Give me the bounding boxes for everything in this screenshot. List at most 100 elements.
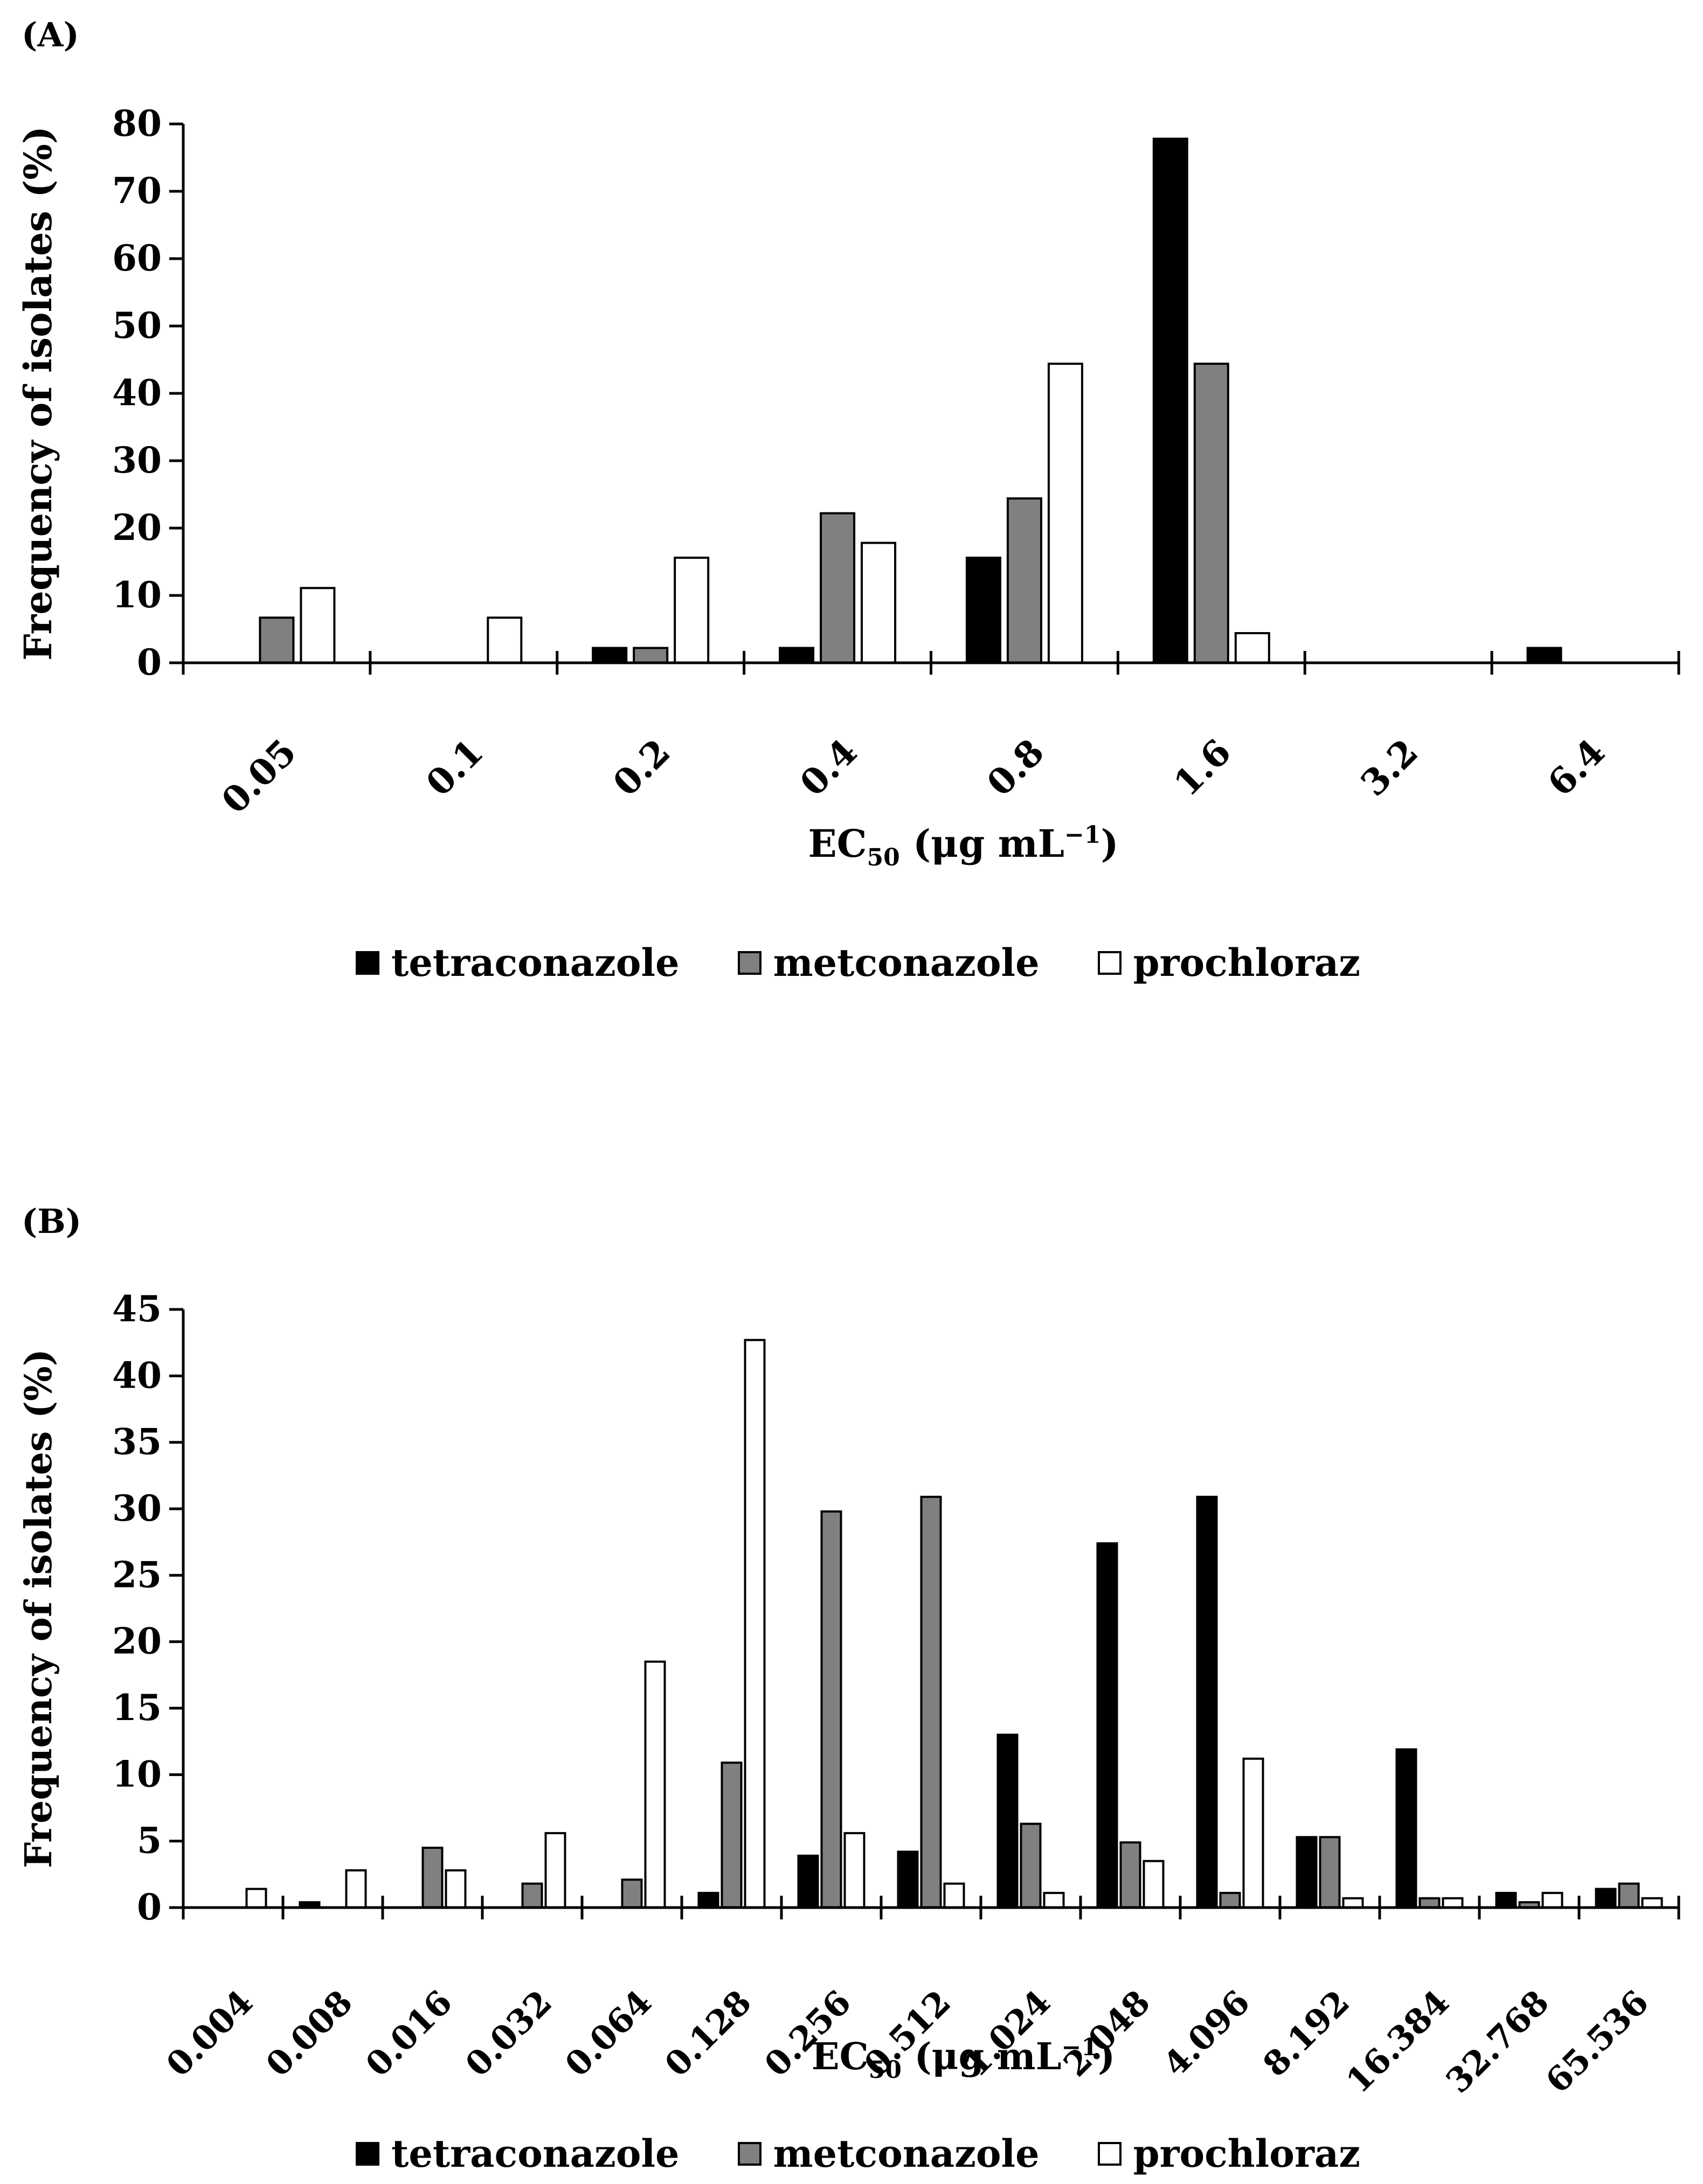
bar-tetraconazole-0.8 bbox=[965, 557, 1001, 664]
x-tick-label: 0.128 bbox=[657, 1982, 759, 2084]
bar-metconazole-1.024 bbox=[1020, 1822, 1042, 1909]
x-tick-label: 6.4 bbox=[1540, 731, 1613, 804]
legend-swatch-metconazole bbox=[737, 951, 761, 975]
y-tick-label: 40 bbox=[112, 1354, 162, 1396]
y-axis-title: Frequency of isolates (%) bbox=[17, 1349, 60, 1868]
legend-item-prochloraz: prochloraz bbox=[1097, 940, 1360, 985]
bar-metconazole-65.536 bbox=[1618, 1882, 1640, 1909]
bar-prochloraz-0.05 bbox=[300, 587, 336, 664]
legend-item-tetraconazole: tetraconazole bbox=[356, 940, 680, 985]
x-tick-label: 65.536 bbox=[1538, 1982, 1656, 2100]
bar-metconazole-8.192 bbox=[1319, 1836, 1341, 1909]
y-tick-label: 20 bbox=[112, 507, 162, 549]
bar-tetraconazole-1.024 bbox=[996, 1734, 1019, 1909]
bar-metconazole-0.8 bbox=[1006, 497, 1042, 664]
bar-tetraconazole-1.6 bbox=[1152, 137, 1188, 664]
x-tick-label: 0.2 bbox=[605, 731, 678, 804]
legend-label-metconazole: metconazole bbox=[773, 940, 1040, 985]
panel-a-label: (A) bbox=[22, 15, 79, 54]
bar-metconazole-0.4 bbox=[820, 512, 856, 664]
bar-prochloraz-0.004 bbox=[245, 1888, 267, 1909]
legend-swatch-tetraconazole bbox=[356, 951, 379, 975]
bar-metconazole-0.128 bbox=[721, 1762, 743, 1909]
legend-item-prochloraz: prochloraz bbox=[1097, 2131, 1360, 2176]
legend-label-tetraconazole: tetraconazole bbox=[391, 2131, 680, 2176]
bar-prochloraz-4.096 bbox=[1242, 1757, 1264, 1909]
x-tick-label: 16.384 bbox=[1339, 1982, 1457, 2100]
y-tick-label: 10 bbox=[112, 574, 162, 616]
bar-prochloraz-1.6 bbox=[1234, 632, 1270, 664]
x-axis-title-subscript: 50 bbox=[867, 844, 899, 871]
bar-tetraconazole-0.4 bbox=[779, 647, 815, 664]
bar-prochloraz-65.536 bbox=[1641, 1897, 1663, 1909]
x-tick-label: 1.6 bbox=[1166, 731, 1239, 804]
y-tick-label: 30 bbox=[112, 439, 162, 481]
bar-prochloraz-0.8 bbox=[1047, 363, 1083, 664]
legend-item-metconazole: metconazole bbox=[737, 2131, 1040, 2176]
bar-tetraconazole-32.768 bbox=[1495, 1891, 1517, 1909]
y-tick-label: 45 bbox=[112, 1288, 162, 1330]
legend-label-metconazole: metconazole bbox=[773, 2131, 1040, 2176]
bar-prochloraz-16.384 bbox=[1442, 1897, 1464, 1909]
bar-tetraconazole-8.192 bbox=[1296, 1836, 1318, 1909]
legend-a: tetraconazole metconazole prochloraz bbox=[356, 940, 1418, 985]
y-tick-label: 80 bbox=[112, 102, 162, 144]
y-tick-label: 60 bbox=[112, 237, 162, 279]
bar-tetraconazole-0.512 bbox=[897, 1850, 919, 1909]
y-tick-label: 0 bbox=[137, 1886, 162, 1928]
y-tick-label: 40 bbox=[112, 372, 162, 414]
x-tick-label: 3.2 bbox=[1353, 731, 1426, 804]
y-tick-label: 5 bbox=[137, 1820, 162, 1862]
x-axis-title-superscript: −1 bbox=[1064, 821, 1100, 849]
bar-prochloraz-0.1 bbox=[487, 616, 523, 664]
bar-tetraconazole-0.2 bbox=[592, 647, 628, 664]
bar-metconazole-0.016 bbox=[421, 1847, 444, 1909]
x-axis-title-end: ) bbox=[1101, 821, 1119, 866]
y-tick-label: 35 bbox=[112, 1421, 162, 1463]
bar-metconazole-16.384 bbox=[1418, 1897, 1441, 1909]
bar-prochloraz-8.192 bbox=[1342, 1897, 1364, 1909]
panel-b-label: (B) bbox=[22, 1202, 82, 1241]
x-axis-title-units: (μg mL bbox=[902, 2035, 1062, 2078]
bar-prochloraz-32.768 bbox=[1541, 1891, 1563, 1909]
bar-prochloraz-0.128 bbox=[744, 1339, 766, 1909]
bar-prochloraz-0.032 bbox=[544, 1832, 566, 1909]
y-tick-label: 15 bbox=[112, 1687, 162, 1729]
bar-tetraconazole-2.048 bbox=[1096, 1542, 1118, 1909]
x-axis-title-subscript: 50 bbox=[869, 2056, 902, 2084]
legend-b: tetraconazole metconazole prochloraz bbox=[356, 2131, 1418, 2176]
y-tick-label: 25 bbox=[112, 1554, 162, 1596]
x-tick-label: 0.032 bbox=[458, 1982, 559, 2084]
bar-metconazole-1.6 bbox=[1193, 363, 1229, 664]
y-tick-label: 20 bbox=[112, 1620, 162, 1662]
x-axis-title-superscript: −1 bbox=[1062, 2034, 1098, 2061]
legend-swatch-metconazole bbox=[737, 2141, 761, 2166]
x-tick-label: 0.008 bbox=[258, 1982, 360, 2084]
bar-metconazole-0.2 bbox=[633, 647, 669, 664]
x-tick-label: 0.1 bbox=[418, 731, 491, 804]
x-tick-label: 0.004 bbox=[158, 1982, 260, 2084]
bar-metconazole-0.05 bbox=[259, 616, 295, 664]
legend-swatch-prochloraz bbox=[1097, 951, 1122, 975]
bar-prochloraz-0.2 bbox=[674, 557, 710, 664]
x-tick-label: 32.768 bbox=[1438, 1982, 1556, 2100]
y-tick-label: 0 bbox=[137, 641, 162, 683]
legend-label-prochloraz: prochloraz bbox=[1133, 2131, 1360, 2176]
bar-prochloraz-2.048 bbox=[1143, 1860, 1165, 1909]
bar-tetraconazole-0.128 bbox=[697, 1891, 719, 1909]
legend-item-tetraconazole: tetraconazole bbox=[356, 2131, 680, 2176]
bar-tetraconazole-4.096 bbox=[1196, 1495, 1218, 1909]
x-axis-title: EC50 (μg mL−1) bbox=[808, 821, 1118, 871]
legend-item-metconazole: metconazole bbox=[737, 940, 1040, 985]
legend-swatch-prochloraz bbox=[1097, 2141, 1122, 2166]
y-axis-title: Frequency of isolates (%) bbox=[16, 126, 60, 661]
legend-label-tetraconazole: tetraconazole bbox=[391, 940, 680, 985]
y-tick-label: 30 bbox=[112, 1487, 162, 1529]
bar-metconazole-2.048 bbox=[1119, 1841, 1141, 1909]
x-tick-label: 4.096 bbox=[1155, 1982, 1257, 2084]
y-tick-label: 10 bbox=[112, 1753, 162, 1795]
x-axis-title-units: (μg mL bbox=[900, 821, 1064, 866]
x-tick-label: 0.4 bbox=[792, 731, 865, 804]
bar-prochloraz-1.024 bbox=[1043, 1891, 1065, 1909]
bar-metconazole-0.256 bbox=[820, 1510, 842, 1909]
